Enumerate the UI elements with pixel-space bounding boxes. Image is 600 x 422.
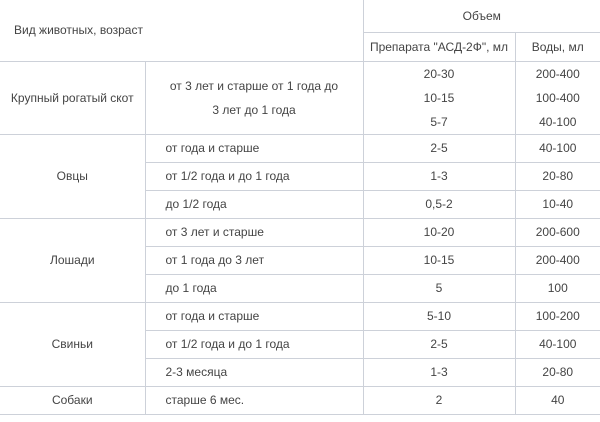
age-cell: 2-3 месяца bbox=[145, 357, 364, 387]
water-cell: 20-80 bbox=[514, 357, 600, 387]
water-cell: 20-80 bbox=[514, 161, 600, 191]
animal-cell: Собаки bbox=[0, 385, 146, 415]
table-row: Овцы от года и старше 2-5 40-100 bbox=[0, 133, 600, 219]
age-cell: от года и старше bbox=[144, 133, 364, 163]
drug-cell: 20-30 10-15 5-7 bbox=[362, 60, 516, 135]
water-cell: 40-100 bbox=[514, 329, 600, 359]
water-cell: 200-400 100-400 40-100 bbox=[514, 60, 600, 135]
water-cell: 10-40 bbox=[514, 189, 600, 219]
table-row: Крупный рогатый скот от 3 лет и старше о… bbox=[0, 60, 600, 135]
water-value: 200-400 bbox=[535, 66, 580, 81]
age-cell: до 1/2 года bbox=[145, 189, 364, 219]
animal-cell: Овцы bbox=[0, 133, 146, 219]
age-cell: старше 6 мес. bbox=[144, 385, 364, 415]
water-cell: 100 bbox=[514, 273, 600, 303]
drug-cell: 2-5 bbox=[362, 133, 516, 163]
table-row: до 1 года 5 100 bbox=[0, 273, 600, 303]
table-row: Лошади от 3 лет и старше 10-20 200-600 bbox=[0, 217, 600, 303]
header-species-age: Вид животных, возраст bbox=[0, 0, 364, 62]
age-cell: до 1 года bbox=[145, 273, 364, 303]
header-drug: Препарата "АСД-2Ф", мл bbox=[363, 31, 516, 62]
age-cell: от 3 лет и старше bbox=[144, 217, 364, 247]
age-cell: от года и старше bbox=[144, 301, 364, 331]
animal-cell: Крупный рогатый скот bbox=[0, 60, 146, 135]
drug-cell: 1-3 bbox=[362, 161, 516, 191]
header-volume: Объем bbox=[362, 0, 600, 33]
drug-value: 10-15 bbox=[423, 90, 455, 105]
drug-cell: 5 bbox=[362, 273, 516, 303]
drug-cell: 10-20 bbox=[362, 217, 516, 247]
water-cell: 200-600 bbox=[514, 217, 600, 247]
water-value: 100-400 bbox=[535, 90, 580, 105]
table-row: до 1/2 года 0,5-2 10-40 bbox=[0, 189, 600, 219]
water-cell: 100-200 bbox=[514, 301, 600, 331]
table-row: Свиньи от года и старше 5-10 100-200 bbox=[0, 301, 600, 387]
age-cell: от 1 года до 3 лет bbox=[145, 245, 364, 275]
animal-cell: Свиньи bbox=[0, 301, 146, 387]
water-cell: 200-400 bbox=[514, 245, 600, 275]
table-row: Собаки старше 6 мес. 2 40 bbox=[0, 385, 600, 415]
age-cell: от 3 лет и старше от 1 года до 3 лет до … bbox=[144, 60, 364, 135]
drug-cell: 0,5-2 bbox=[362, 189, 516, 219]
drug-value: 20-30 bbox=[423, 66, 455, 81]
age-cell: от 1/2 года и до 1 года bbox=[145, 161, 364, 191]
drug-cell: 1-3 bbox=[362, 357, 516, 387]
drug-cell: 2 bbox=[362, 385, 516, 415]
drug-cell: 2-5 bbox=[362, 329, 516, 359]
drug-cell: 10-15 bbox=[362, 245, 516, 275]
drug-cell: 5-10 bbox=[362, 301, 516, 331]
age-cell: от 1/2 года и до 1 года bbox=[145, 329, 364, 359]
header-water: Воды, мл bbox=[514, 31, 600, 62]
drug-value: 5-7 bbox=[430, 114, 448, 129]
water-cell: 40 bbox=[514, 385, 600, 415]
table-row: от 1/2 года и до 1 года 1-3 20-80 bbox=[0, 161, 600, 191]
water-value: 40-100 bbox=[539, 114, 577, 129]
water-cell: 40-100 bbox=[514, 133, 600, 163]
animal-cell: Лошади bbox=[0, 217, 146, 303]
